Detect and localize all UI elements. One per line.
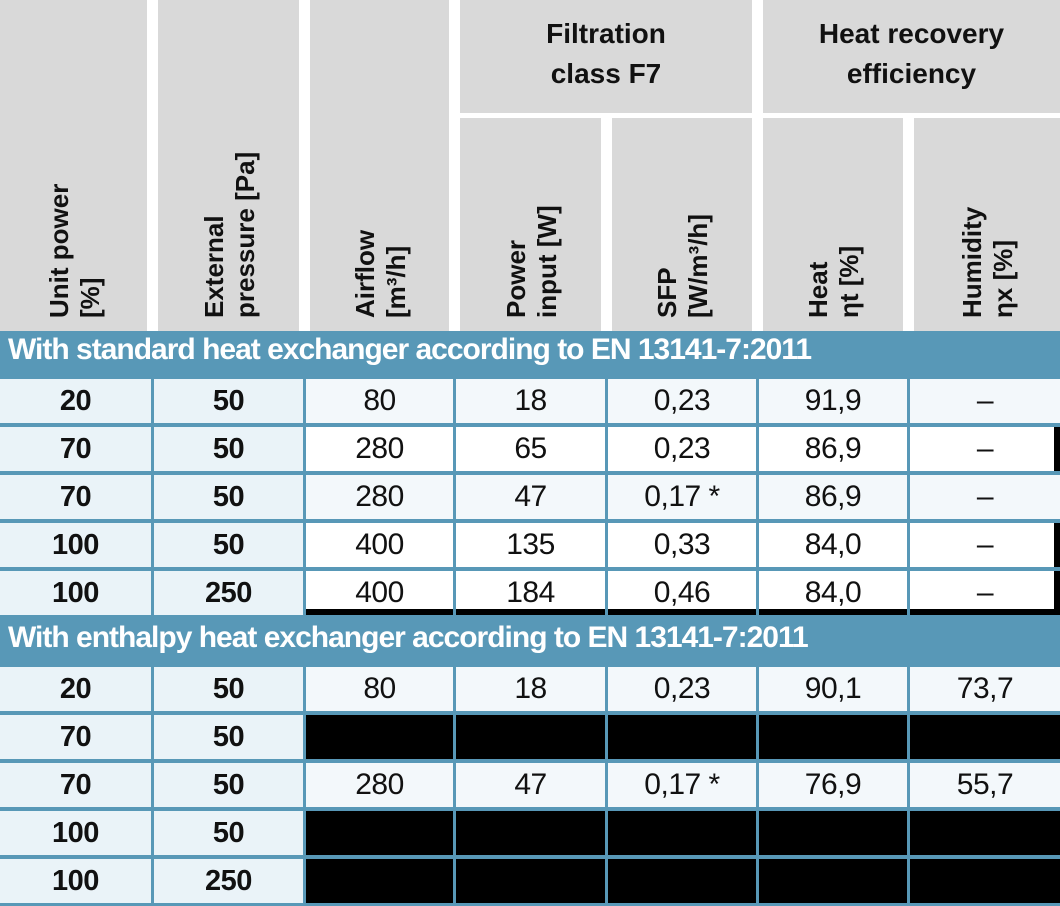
redacted-cell xyxy=(306,859,453,903)
value-cell: 86,9 xyxy=(759,427,907,471)
column-header-label: Power input [W] xyxy=(500,205,562,318)
section-title-band: With standard heat exchanger according t… xyxy=(0,331,1060,368)
external-pressure-cell: 50 xyxy=(154,811,303,855)
redacted-cell xyxy=(910,811,1060,855)
column-header-sfp: SFP [W/m³/h] xyxy=(608,118,756,331)
value-cell: 0,46 xyxy=(608,571,756,615)
external-pressure-cell: 250 xyxy=(154,859,303,903)
group-header-filtration-class: Filtration class F7 xyxy=(456,0,756,113)
unit-power-cell: 100 xyxy=(0,523,151,567)
column-header-unit-power: Unit power [%] xyxy=(0,0,151,331)
value-cell: – xyxy=(910,571,1060,615)
column-header-label: Humidity ηx [%] xyxy=(957,206,1018,318)
value-cell: 0,23 xyxy=(608,667,756,711)
redacted-cell xyxy=(608,859,756,903)
group-header-line: Filtration xyxy=(546,18,666,49)
redacted-cell xyxy=(456,859,605,903)
value-cell: 84,0 xyxy=(759,571,907,615)
value-cell: 0,23 xyxy=(608,379,756,423)
value-cell: 76,9 xyxy=(759,763,907,807)
column-header-label: SFP [W/m³/h] xyxy=(652,214,713,318)
external-pressure-cell: 50 xyxy=(154,667,303,711)
external-pressure-cell: 50 xyxy=(154,475,303,519)
unit-power-cell: 70 xyxy=(0,475,151,519)
redacted-cell xyxy=(306,811,453,855)
section-title-band: With enthalpy heat exchanger according t… xyxy=(0,619,1060,656)
redacted-cell xyxy=(759,859,907,903)
value-cell: – xyxy=(910,523,1060,567)
unit-power-cell: 100 xyxy=(0,811,151,855)
value-cell: 90,1 xyxy=(759,667,907,711)
value-cell: 0,17 * xyxy=(608,763,756,807)
column-header-heat-efficiency: Heat ηt [%] xyxy=(759,118,907,331)
column-header-label: External pressure [Pa] xyxy=(198,151,260,318)
table-header: Unit power [%] External pressure [Pa] Airf… xyxy=(0,0,1060,331)
value-cell: 84,0 xyxy=(759,523,907,567)
value-cell: 280 xyxy=(306,475,453,519)
redacted-cell xyxy=(456,811,605,855)
redacted-cell xyxy=(910,859,1060,903)
column-header-label: Heat ηt [%] xyxy=(803,245,864,318)
unit-power-cell: 100 xyxy=(0,571,151,615)
redacted-cell xyxy=(910,715,1060,759)
value-cell: 400 xyxy=(306,571,453,615)
group-header-line: class F7 xyxy=(550,58,662,89)
value-cell: 80 xyxy=(306,667,453,711)
external-pressure-cell: 50 xyxy=(154,715,303,759)
value-cell: 0,17 * xyxy=(608,475,756,519)
external-pressure-cell: 50 xyxy=(154,379,303,423)
column-header-power-input: Power input [W] xyxy=(456,118,605,331)
column-header-humidity-efficiency: Humidity ηx [%] xyxy=(910,118,1060,331)
unit-power-cell: 20 xyxy=(0,379,151,423)
value-cell: 91,9 xyxy=(759,379,907,423)
value-cell: 280 xyxy=(306,763,453,807)
unit-power-cell: 70 xyxy=(0,427,151,471)
column-header-airflow: Airflow [m³/h] xyxy=(306,0,453,331)
redacted-cell xyxy=(306,715,453,759)
value-cell: 65 xyxy=(456,427,605,471)
value-cell: 47 xyxy=(456,763,605,807)
redacted-cell xyxy=(608,715,756,759)
unit-power-cell: 100 xyxy=(0,859,151,903)
unit-power-cell: 70 xyxy=(0,715,151,759)
redacted-cell xyxy=(456,715,605,759)
unit-power-cell: 70 xyxy=(0,763,151,807)
redacted-cell xyxy=(608,811,756,855)
column-header-label: Unit power [%] xyxy=(43,183,105,318)
value-cell: 86,9 xyxy=(759,475,907,519)
value-cell: 18 xyxy=(456,379,605,423)
external-pressure-cell: 50 xyxy=(154,523,303,567)
unit-power-cell: 20 xyxy=(0,667,151,711)
value-cell: 80 xyxy=(306,379,453,423)
table-body: With standard heat exchanger according t… xyxy=(0,331,1060,906)
value-cell: 184 xyxy=(456,571,605,615)
external-pressure-cell: 50 xyxy=(154,763,303,807)
value-cell: 400 xyxy=(306,523,453,567)
external-pressure-cell: 50 xyxy=(154,427,303,471)
value-cell: – xyxy=(910,379,1060,423)
value-cell: 18 xyxy=(456,667,605,711)
value-cell: – xyxy=(910,427,1060,471)
value-cell: 0,23 xyxy=(608,427,756,471)
value-cell: 135 xyxy=(456,523,605,567)
value-cell: 47 xyxy=(456,475,605,519)
redacted-cell xyxy=(759,715,907,759)
group-header-line: Heat recovery xyxy=(818,18,1005,49)
external-pressure-cell: 250 xyxy=(154,571,303,615)
column-header-label: Airflow [m³/h] xyxy=(349,229,411,318)
group-header-line: efficiency xyxy=(846,58,977,89)
redacted-cell xyxy=(759,811,907,855)
value-cell: – xyxy=(910,475,1060,519)
value-cell: 55,7 xyxy=(910,763,1060,807)
value-cell: 73,7 xyxy=(910,667,1060,711)
group-header-heat-recovery: Heat recovery efficiency xyxy=(759,0,1060,113)
column-header-external-pressure: External pressure [Pa] xyxy=(154,0,303,331)
value-cell: 0,33 xyxy=(608,523,756,567)
value-cell: 280 xyxy=(306,427,453,471)
